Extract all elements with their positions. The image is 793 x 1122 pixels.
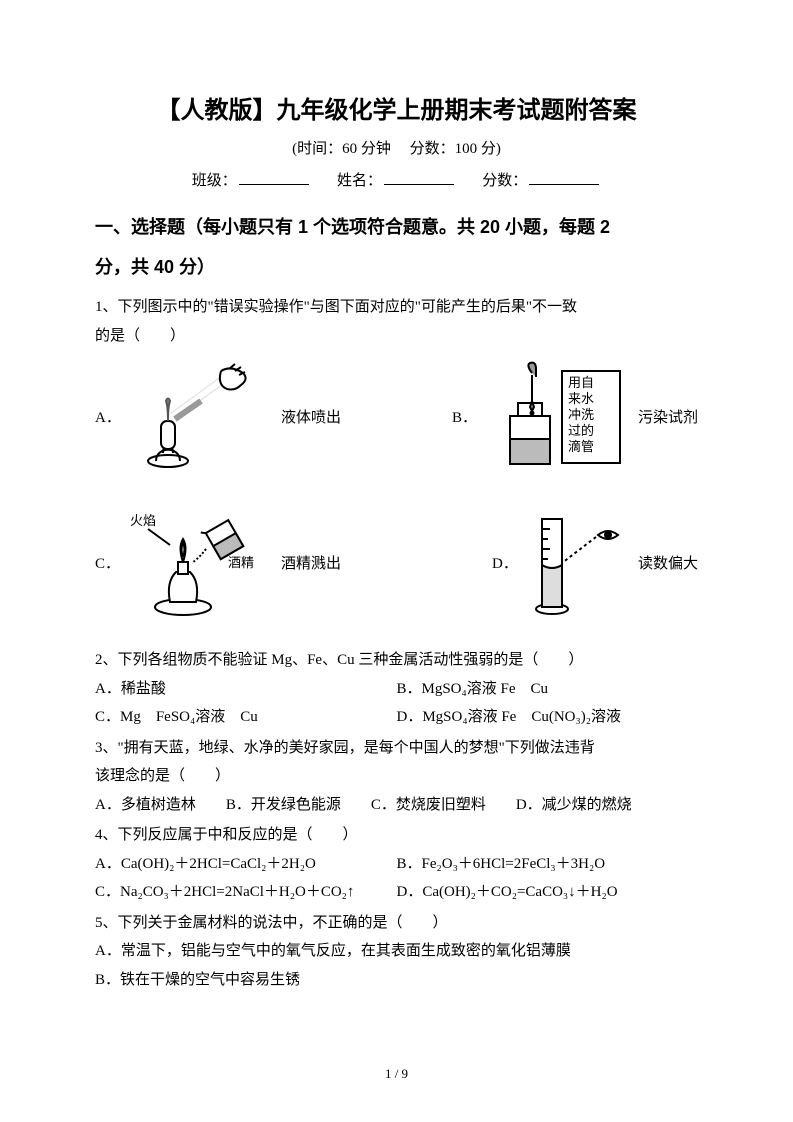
q4-d: D．Ca(OH)₂＋CO₂=CaCO₃↓＋H₂O [397, 878, 699, 907]
q4-row1: A．Ca(OH)₂＋2HCl=CaCl₂＋2H₂O B．Fe₂O₃＋6HCl=2… [95, 850, 698, 879]
q1-opt-b: B． [452, 358, 698, 478]
q5: 5、下列关于金属材料的说法中，不正确的是（ ） A．常温下，铝能与空气中的氧气反… [95, 909, 698, 995]
q1-c-figure: 火焰 酒精 [123, 504, 273, 624]
q1-c-label: C． [95, 550, 123, 579]
score-max-label: 分数：100 分) [410, 141, 501, 157]
score-blank [529, 168, 599, 185]
q1-d-caption: 读数偏大 [638, 550, 698, 579]
q1-d-label: D． [492, 550, 520, 579]
q3-stem-line1: 3、"拥有天蓝，地绿、水净的美好家园，是每个中国人的梦想"下列做法违背 [95, 734, 698, 763]
q5-stem: 5、下列关于金属材料的说法中，不正确的是（ ） [95, 909, 698, 938]
q1-a-label: A． [95, 404, 123, 433]
q1-row-ab: A． [95, 350, 698, 486]
q1-b-side-3: 冲洗 [568, 407, 594, 422]
q1-a-caption: 液体喷出 [281, 404, 341, 433]
q1-c-caption: 酒精溅出 [281, 550, 341, 579]
score-label: 分数： [482, 173, 527, 189]
q2-row1: A．稀盐酸 B．MgSO₄溶液 Fe Cu [95, 675, 698, 704]
q1-stem-line1: 1、下列图示中的"错误实验操作"与图下面对应的"可能产生的后果"不一致 [95, 293, 698, 322]
q5-b: B．铁在干燥的空气中容易生锈 [95, 966, 698, 995]
q1-a-figure [123, 358, 273, 478]
class-label: 班级： [192, 173, 237, 189]
name-label: 姓名： [337, 173, 382, 189]
q2: 2、下列各组物质不能验证 Mg、Fe、Cu 三种金属活动性强弱的是（ ） A．稀… [95, 646, 698, 732]
section-1-line2: 分，共 40 分） [95, 248, 698, 288]
q2-stem: 2、下列各组物质不能验证 Mg、Fe、Cu 三种金属活动性强弱的是（ ） [95, 646, 698, 675]
q1-b-caption: 污染试剂 [638, 404, 698, 433]
q2-row2: C．Mg FeSO₄溶液 Cu D．MgSO₄溶液 Fe Cu(NO₃)₂溶液 [95, 703, 698, 732]
page-number: 1 / 9 [0, 1066, 793, 1082]
q4: 4、下列反应属于中和反应的是（ ） A．Ca(OH)₂＋2HCl=CaCl₂＋2… [95, 821, 698, 907]
q1-c-alc: 酒精 [228, 555, 254, 570]
q3-stem-line2: 该理念的是（ ） [95, 762, 698, 791]
q4-b: B．Fe₂O₃＋6HCl=2FeCl₃＋3H₂O [397, 850, 699, 879]
q3-options: A．多植树造林 B．开发绿色能源 C．焚烧废旧塑料 D．减少煤的燃烧 [95, 791, 698, 820]
q1-opt-c: C． [95, 504, 341, 624]
name-blank [384, 168, 454, 185]
section-1-line1: 一、选择题（每小题只有 1 个选项符合题意。共 20 小题，每题 2 [95, 208, 698, 248]
q1-b-side-1: 用自 [568, 375, 594, 390]
section-1-heading: 一、选择题（每小题只有 1 个选项符合题意。共 20 小题，每题 2 分，共 4… [95, 208, 698, 287]
q1-b-side-4: 过的 [568, 423, 594, 438]
alcohol-lamp-pour-icon: 火焰 酒精 [128, 507, 268, 622]
q1-b-label: B． [452, 404, 480, 433]
q1-row-cd: C． [95, 496, 698, 632]
q3: 3、"拥有天蓝，地绿、水净的美好家园，是每个中国人的梦想"下列做法违背 该理念的… [95, 734, 698, 820]
q1-opt-d: D． [462, 504, 698, 624]
q1-b-side-2: 来水 [568, 391, 594, 406]
q1-d-figure [520, 504, 630, 624]
student-fill-row: 班级： 姓名： 分数： [95, 168, 698, 190]
q1: 1、下列图示中的"错误实验操作"与图下面对应的"可能产生的后果"不一致 的是（ … [95, 293, 698, 632]
page-title: 【人教版】九年级化学上册期末考试题附答案 [95, 90, 698, 125]
q1-stem-line2: 的是（ ） [95, 322, 698, 351]
heating-tube-icon [133, 361, 263, 476]
dropper-bottle-icon: 用自 来水 冲洗 过的 滴管 [480, 361, 630, 476]
q2-a: A．稀盐酸 [95, 675, 397, 704]
class-blank [239, 168, 309, 185]
q2-c: C．Mg FeSO₄溶液 Cu [95, 703, 397, 732]
q4-c: C．Na₂CO₃＋2HCl=2NaCl＋H₂O＋CO₂↑ [95, 878, 397, 907]
q2-d: D．MgSO₄溶液 Fe Cu(NO₃)₂溶液 [397, 703, 699, 732]
time-label: (时间：60 分钟 [292, 141, 391, 157]
q4-row2: C．Na₂CO₃＋2HCl=2NaCl＋H₂O＋CO₂↑ D．Ca(OH)₂＋C… [95, 878, 698, 907]
q4-stem: 4、下列反应属于中和反应的是（ ） [95, 821, 698, 850]
q1-b-side-5: 滴管 [568, 439, 594, 454]
q1-b-figure: 用自 来水 冲洗 过的 滴管 [480, 358, 630, 478]
q4-a: A．Ca(OH)₂＋2HCl=CaCl₂＋2H₂O [95, 850, 397, 879]
page: 【人教版】九年级化学上册期末考试题附答案 (时间：60 分钟 分数：100 分)… [0, 0, 793, 1122]
exam-meta: (时间：60 分钟 分数：100 分) [95, 137, 698, 158]
q2-b: B．MgSO₄溶液 Fe Cu [397, 675, 699, 704]
q5-a: A．常温下，铝能与空气中的氧气反应，在其表面生成致密的氧化铝薄膜 [95, 937, 698, 966]
q1-opt-a: A． [95, 358, 341, 478]
q1-c-top: 火焰 [130, 513, 156, 528]
cylinder-read-icon [520, 507, 630, 622]
